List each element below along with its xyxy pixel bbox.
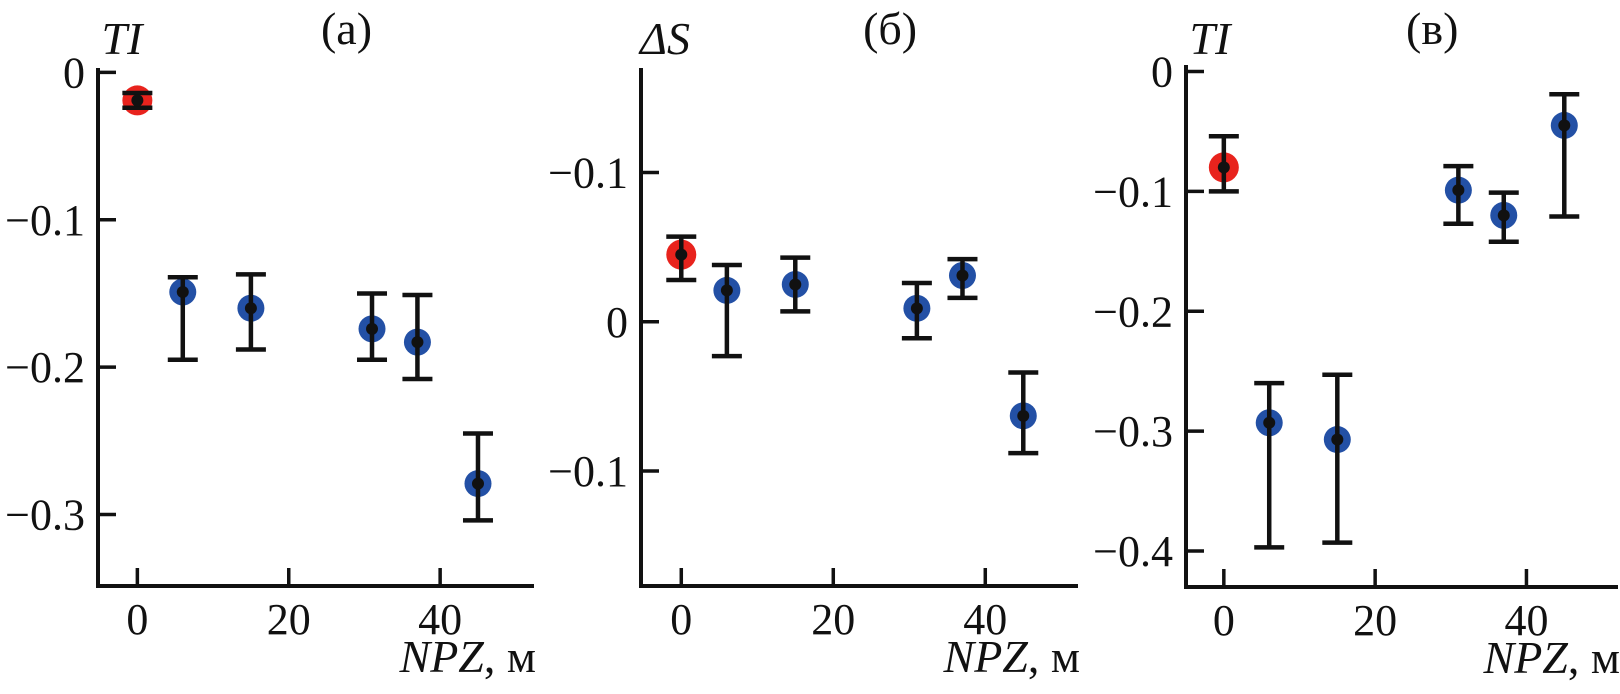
axes-spines <box>639 68 1078 588</box>
data-point <box>402 292 433 382</box>
y-axis-tick-label: −0.2 <box>1093 287 1173 336</box>
axes-spines <box>96 68 534 588</box>
data-point <box>235 272 266 352</box>
x-axis-tick-label: 40 <box>418 595 462 644</box>
data-point <box>1488 190 1519 244</box>
y-axis-tick-label: −0.2 <box>5 343 85 392</box>
x-axis-label-var: NPZ <box>1483 632 1569 683</box>
y-axis-tick-label: 0 <box>63 48 85 97</box>
x-axis-label: NPZ, м <box>1483 632 1620 683</box>
x-axis-label-unit: , м <box>484 631 536 682</box>
reference-data-point <box>122 85 153 116</box>
data-point <box>167 275 198 363</box>
marker-center-dot <box>1497 209 1510 222</box>
x-axis-label-var: NPZ <box>943 631 1029 682</box>
marker-center-dot <box>244 302 257 315</box>
data-point <box>1254 380 1285 550</box>
y-axis-tick-label: −0.1 <box>1093 167 1173 216</box>
marker-center-dot <box>1263 416 1276 429</box>
marker-center-dot <box>1217 161 1230 174</box>
x-axis-tick-label: 20 <box>267 595 311 644</box>
marker-center-dot <box>131 94 144 107</box>
reference-data-point <box>666 234 697 283</box>
data-point <box>462 431 493 523</box>
y-axis-tick-label: −0.1 <box>5 196 85 245</box>
x-axis-tick-label: 0 <box>670 595 692 644</box>
marker-center-dot <box>1558 119 1571 132</box>
y-axis-tick-label: −0.4 <box>1093 527 1173 576</box>
marker-center-dot <box>1017 409 1030 422</box>
marker-center-dot <box>176 286 189 298</box>
panel-title: (в) <box>1406 3 1458 54</box>
x-axis-tick-label: 0 <box>126 595 148 644</box>
x-axis-label: NPZ, м <box>399 631 536 682</box>
x-axis-tick-label: 20 <box>811 595 855 644</box>
data-point <box>901 280 932 341</box>
x-axis-tick-label: 40 <box>1504 596 1548 645</box>
marker-center-dot <box>1452 184 1465 197</box>
marker-center-dot <box>910 302 923 315</box>
y-axis-label: ΔS <box>638 13 690 64</box>
y-axis-label: TI <box>102 13 146 64</box>
data-point <box>711 262 742 359</box>
panel-title: (б) <box>863 3 917 54</box>
y-axis-label: TI <box>1190 13 1234 64</box>
marker-center-dot <box>1331 433 1344 446</box>
marker-center-dot <box>411 336 424 349</box>
marker-center-dot <box>366 322 379 335</box>
data-point <box>947 256 978 301</box>
reference-data-point <box>1208 133 1239 194</box>
x-axis-tick-label: 0 <box>1213 596 1235 645</box>
y-axis-tick-label: −0.3 <box>1093 407 1173 456</box>
marker-center-dot <box>720 284 733 297</box>
data-point <box>1322 372 1353 545</box>
x-axis-tick-label: 40 <box>963 595 1007 644</box>
marker-center-dot <box>471 477 484 490</box>
y-axis-tick-label: 0 <box>606 298 628 347</box>
data-point <box>1549 92 1580 219</box>
panel-2-chart: −0.1 0 −0.1 0 20 40 (б) ΔS NPZ, м <box>548 3 1080 682</box>
data-point <box>357 291 388 363</box>
x-axis-label-unit: , м <box>1568 632 1620 683</box>
x-axis-tick-label: 20 <box>1353 596 1397 645</box>
panel-1-chart: 0 −0.1 −0.2 −0.3 0 20 40 (а) TI NPZ, м <box>5 3 536 682</box>
x-axis-label: NPZ, м <box>943 631 1080 682</box>
data-point <box>780 255 811 314</box>
marker-center-dot <box>789 278 802 291</box>
marker-center-dot <box>956 269 969 282</box>
y-axis-tick-label: −0.1 <box>548 447 628 496</box>
marker-center-dot <box>675 248 688 261</box>
data-point <box>1008 370 1039 456</box>
y-axis-tick-label: −0.3 <box>5 491 85 540</box>
x-axis-label-unit: , м <box>1028 631 1080 682</box>
panel-title: (а) <box>321 3 372 54</box>
data-point <box>1443 163 1474 226</box>
panel-3-chart: 0 −0.1 −0.2 −0.3 −0.4 0 20 40 (в) TI NPZ, м <box>1093 3 1620 683</box>
y-axis-tick-label: −0.1 <box>548 148 628 197</box>
axes-spines <box>1184 65 1618 589</box>
x-axis-label-var: NPZ <box>399 631 485 682</box>
y-axis-tick-label: 0 <box>1151 47 1173 96</box>
